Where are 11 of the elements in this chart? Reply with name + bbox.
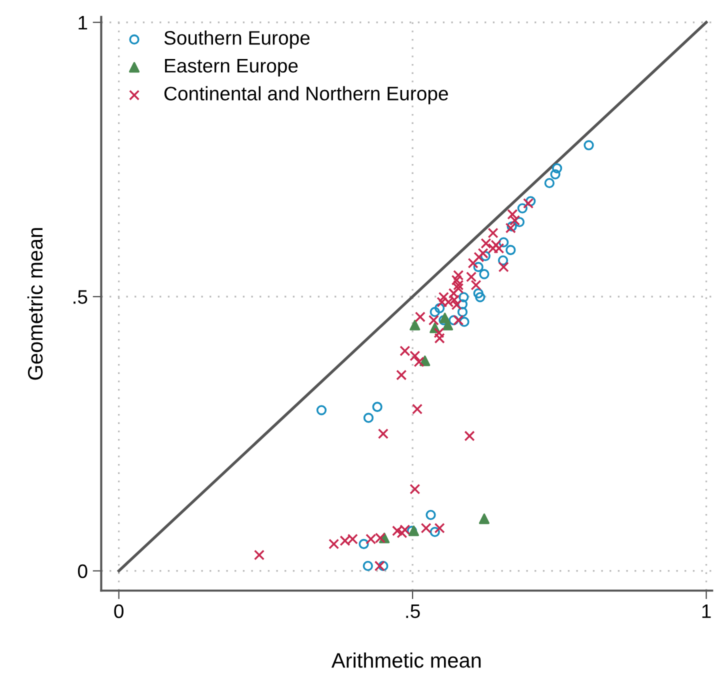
legend-label: Eastern Europe — [165, 59, 298, 76]
x-axis-title: Arithmetic mean — [331, 652, 481, 668]
y-tick-label: 0 — [78, 564, 88, 578]
y-tick-label: .5 — [74, 290, 88, 304]
x-tick-label: .5 — [406, 604, 420, 618]
x-tick-label: 1 — [702, 604, 711, 618]
legend-label: Southern Europe — [164, 30, 310, 49]
legend-label: Continental and Northern Europe — [164, 86, 448, 104]
y-axis-title: Geometric mean — [27, 228, 43, 380]
y-tick-label: 1 — [78, 16, 88, 30]
x-tick-label: 0 — [114, 604, 124, 618]
